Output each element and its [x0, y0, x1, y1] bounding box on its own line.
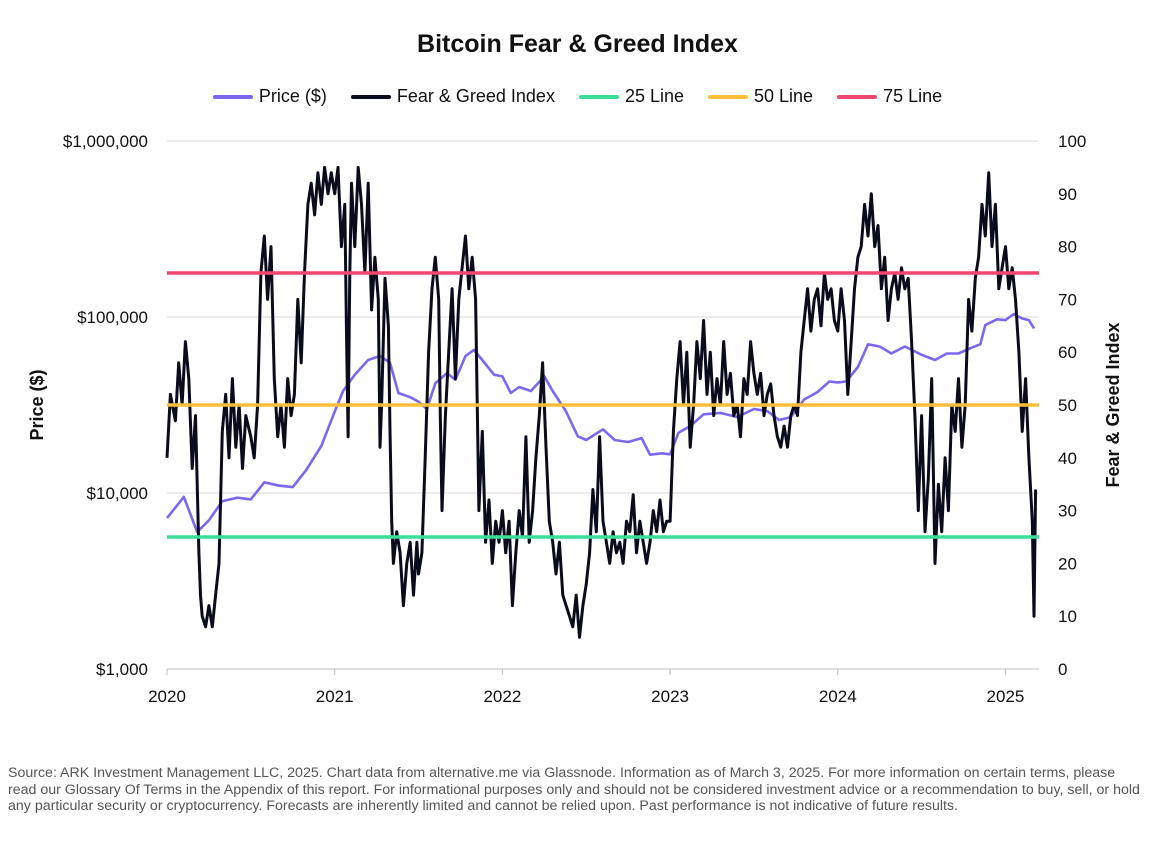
y-left-tick-label: $1,000 [96, 660, 148, 679]
y-right-tick-label: 30 [1058, 502, 1077, 521]
series-line-price [165, 312, 1036, 534]
legend-label-75-line: 75 Line [883, 86, 943, 106]
x-tick-label: 2023 [651, 687, 689, 706]
legend-swatch-50-line [708, 94, 749, 99]
y-right-tick-label: 40 [1058, 449, 1077, 468]
y-left-tick-label: $100,000 [77, 308, 148, 327]
legend-item-75-line: 75 Line [837, 86, 942, 107]
legend-item-price: Price ($) [212, 86, 327, 107]
legend-label-price: Price ($) [258, 86, 327, 106]
legend-swatch-25-line [578, 94, 619, 99]
source-note: Source: ARK Investment Management LLC, 2… [8, 765, 1140, 814]
chart-legend: Price ($) Fear & Greed Index 25 Line 50 … [0, 86, 1155, 107]
legend-swatch-price [212, 94, 253, 99]
y-right-tick-label: 80 [1058, 238, 1077, 257]
y-right-axis-title: Fear & Greed Index [1103, 322, 1123, 487]
y-left-tick-label: $10,000 [87, 484, 148, 503]
legend-label-25-line: 25 Line [624, 86, 685, 106]
y-left-axis-title: Price ($) [27, 369, 47, 440]
legend-label-50-line: 50 Line [754, 86, 814, 106]
y-right-tick-label: 100 [1058, 132, 1086, 151]
legend-swatch-75-line [837, 94, 878, 99]
x-tick-label: 2021 [316, 687, 354, 706]
y-right-tick-label: 0 [1058, 660, 1067, 679]
x-tick-label: 2022 [483, 687, 521, 706]
series-line-fear-greed [165, 165, 1038, 639]
y-right-tick-label: 10 [1058, 607, 1077, 626]
legend-swatch-fear-greed [350, 94, 391, 99]
legend-label-fear-greed: Fear & Greed Index [396, 86, 555, 106]
y-right-tick-label: 20 [1058, 554, 1077, 573]
x-tick-label: 2020 [148, 687, 186, 706]
chart-title: Bitcoin Fear & Greed Index [417, 30, 738, 58]
y-left-tick-label: $1,000,000 [63, 132, 148, 151]
y-right-tick-label: 70 [1058, 290, 1077, 309]
legend-item-fear-greed: Fear & Greed Index [350, 86, 555, 107]
legend-item-50-line: 50 Line [708, 86, 813, 107]
y-right-tick-label: 90 [1058, 185, 1077, 204]
y-right-tick-label: 60 [1058, 343, 1077, 362]
legend-item-25-line: 25 Line [578, 86, 685, 107]
chart-plot: $1,000 $10,000 $100,000 $1,000,000 0 10 20 30 40… [27, 132, 1123, 706]
x-tick-label: 2025 [987, 687, 1025, 706]
y-right-tick-label: 50 [1058, 396, 1077, 415]
x-tick-label: 2024 [819, 687, 857, 706]
